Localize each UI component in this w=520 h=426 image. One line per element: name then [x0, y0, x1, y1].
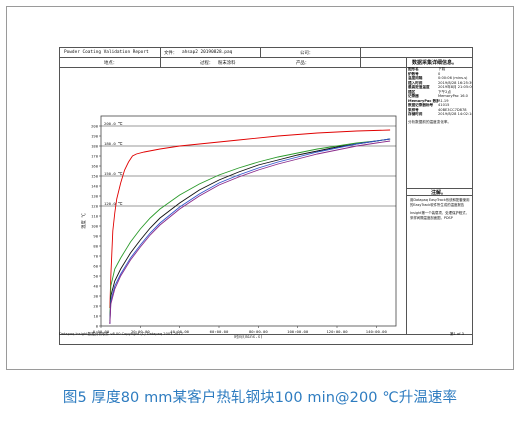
info-row: 插区 下午2点 [408, 90, 472, 95]
y-tick-label: 190 [91, 133, 99, 138]
info-value: 2019/8/28 16:25:39 [438, 80, 472, 85]
process-value: 粉末涂料 [218, 61, 236, 66]
reference-line-label: 180.0 ℃ [104, 141, 123, 146]
info-key: 存储时间 [408, 112, 423, 116]
info-value: 0 [438, 71, 441, 76]
info-key: 数据记录器标号 [408, 103, 434, 107]
info-row: 采样号 40BE3CC7D878 [408, 108, 472, 113]
info-panel-title: 数据采集详细信息。 [412, 60, 458, 66]
process-label: 过程： [200, 61, 214, 66]
plot-area [100, 115, 397, 327]
info-value: 0:00:06 (mins.s) [438, 76, 468, 80]
file-value: ahsap2 20190828.paq [182, 50, 233, 55]
info-value: 41015 [438, 103, 450, 107]
footer-right: 第1 of 3 [450, 332, 464, 336]
x-tick-label: 80:00.00 [249, 329, 268, 334]
info-value: R1.19 [438, 98, 449, 103]
y-axis-label: 温度 ℃ [80, 212, 87, 228]
notes-line-2: Insight第一个装载项，处理保护程式，采样间隔温度剖面图，PDSP [410, 211, 469, 220]
info-row: 数据记录器标号 41015 [408, 103, 472, 108]
figure-frame: Powder Coating Validation Report 文件： ahs… [6, 6, 514, 370]
info-row: 最高定值温度 2019年8月 21:05:00 [408, 85, 472, 90]
y-tick-label: 90 [93, 233, 98, 238]
y-tick-label: 30 [93, 293, 98, 298]
info-row: 记录器 MemoryPac 16.0 [408, 94, 472, 99]
info-note: 分析数据前的温度变化率。 [408, 120, 452, 124]
temperature-chart: 0 10 20 30 40 50 60 70 80 90 100 110 120 130 140 150 160… [80, 115, 397, 340]
info-row: 插入时间 2019/8/28 16:25:39 [408, 81, 472, 86]
x-tick-label: 60:00.00 [210, 329, 229, 334]
series-line [109, 129, 391, 309]
report-title: Powder Coating Validation Report [64, 50, 149, 55]
y-tick-label: 80 [93, 243, 98, 248]
info-row: 温度间隔 0:00:06 (mins.s) [408, 76, 472, 81]
y-tick-label: 120 [91, 203, 99, 208]
series-line [109, 138, 391, 324]
y-tick-label: 130 [91, 193, 99, 198]
y-tick-label: 10 [93, 313, 98, 318]
x-axis-label: 时间(mins.s) [234, 333, 263, 340]
company-label: 公司： [300, 51, 314, 56]
file-label: 文件： [164, 51, 178, 56]
y-tick-label: 20 [93, 303, 98, 308]
notes-panel: 用Datapaq EasyTrack系统和配套使用的EasyTrack软件所生成… [410, 198, 470, 220]
reference-line-label: 120.0 ℃ [104, 201, 123, 206]
x-tick-label: 0:00.00 [93, 329, 110, 334]
y-tick-label: 0 [96, 323, 99, 328]
info-row: 炉数号 0 [408, 72, 472, 77]
x-tick-label: 100:00.00 [287, 329, 309, 334]
info-value: 下午2点 [438, 89, 452, 94]
reference-line-label: 200.0 ℃ [104, 121, 123, 126]
x-tick-label: 40:00.00 [170, 329, 189, 334]
y-tick-label: 60 [93, 263, 98, 268]
notes-title: 注解。 [431, 190, 447, 196]
y-tick-label: 40 [93, 283, 98, 288]
info-row: MemoryPac 数据 R1.19 [408, 99, 472, 104]
info-value: MemoryPac 16.0 [438, 94, 468, 98]
info-value: 2019年8月 21:05:00 [438, 85, 472, 89]
info-panel: 图形名 下载炉数号 0 温度间隔 0:00:06 (mins.s) 插入时间 2019/8/… [408, 67, 472, 117]
info-row: 存储时间 2019/8/28 14:02:14 [408, 112, 472, 117]
y-tick-label: 100 [91, 223, 99, 228]
x-tick-label: 20:00.00 [131, 329, 150, 334]
notes-line-1: 用Datapaq EasyTrack系统和配套使用的EasyTrack软件所生成… [410, 198, 470, 207]
info-key: 记录器 [408, 94, 419, 98]
x-tick-label: 140:00.00 [366, 329, 388, 334]
info-key: 最高定值温度 [408, 85, 430, 89]
info-key: 图形名 [408, 67, 419, 71]
info-key: 温度间隔 [408, 76, 423, 80]
y-tick-label: 70 [93, 253, 98, 258]
y-tick-label: 180 [91, 143, 99, 148]
y-tick-label: 170 [91, 153, 99, 158]
info-key: 炉数号 [408, 71, 419, 76]
series-line [109, 140, 391, 325]
info-row: 图形名 下载 [408, 67, 472, 72]
info-key: 插区 [408, 89, 416, 94]
info-value: 下载 [438, 67, 446, 71]
info-key: MemoryPac 数据 [408, 98, 438, 103]
x-tick-label: 120:00.00 [326, 329, 348, 334]
reference-line-label: 150.0 ℃ [104, 171, 123, 176]
info-value: 40BE3CC7D878 [438, 107, 467, 112]
y-tick-label: 150 [91, 173, 99, 178]
location-label: 地点： [104, 61, 118, 66]
product-label: 产品： [296, 61, 310, 66]
y-tick-label: 160 [91, 163, 99, 168]
y-tick-label: 50 [93, 273, 98, 278]
y-tick-label: 110 [91, 213, 99, 218]
info-key: 采样号 [408, 107, 419, 112]
series-line [109, 138, 391, 325]
y-tick-label: 140 [91, 183, 99, 188]
info-key: 插入时间 [408, 80, 423, 85]
y-tick-label: 200 [91, 123, 99, 128]
footer-left: Datapaq Insight数据分析软件 v8.00 Copyright (C… [59, 332, 183, 336]
series-line [109, 138, 391, 322]
report-page: Powder Coating Validation Report 文件： ahs… [59, 47, 473, 345]
figure-caption: 图5 厚度80 mm某客户热轧钢块100 min@200 ℃升温速率 [62, 390, 458, 406]
info-value: 2019/8/28 14:02:14 [438, 112, 472, 116]
